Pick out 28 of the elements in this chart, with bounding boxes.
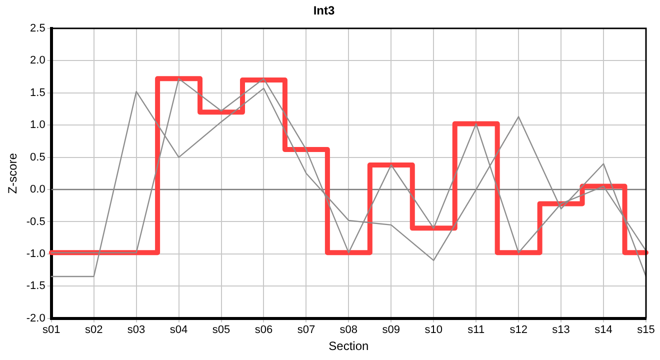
x-tick-label: s11 xyxy=(468,324,485,336)
y-axis-title: Z-score xyxy=(6,152,20,194)
x-tick-label: s09 xyxy=(382,324,400,336)
x-tick-label: s06 xyxy=(254,324,273,336)
y-tick-label: -1.0 xyxy=(26,248,46,260)
chart-title: Int3 xyxy=(313,4,335,18)
x-tick-label: s02 xyxy=(84,324,103,336)
y-tick-label: 2.5 xyxy=(30,22,46,34)
y-tick-label: -1.5 xyxy=(26,280,46,292)
x-tick-label: s14 xyxy=(594,324,612,336)
y-tick-label: -2.0 xyxy=(26,312,46,324)
x-tick-label: s03 xyxy=(127,324,146,336)
y-tick-label: 1.5 xyxy=(30,86,46,99)
x-tick-label: s04 xyxy=(170,324,188,336)
y-tick-label: 0.0 xyxy=(30,184,46,196)
x-tick-label: s13 xyxy=(552,324,570,336)
y-tick-label: -0.5 xyxy=(26,216,46,228)
x-tick-label: s05 xyxy=(212,324,230,336)
y-tick-label: 1.0 xyxy=(30,119,46,132)
x-tick-label: s12 xyxy=(510,324,528,336)
x-tick-label: s10 xyxy=(424,324,442,336)
x-tick-label: s07 xyxy=(297,324,316,336)
y-tick-label: 2.0 xyxy=(30,54,46,67)
x-axis-title: Section xyxy=(328,339,369,354)
x-tick-label: s08 xyxy=(340,324,358,336)
x-tick-label: s15 xyxy=(637,324,655,336)
y-tick-label: 0.5 xyxy=(30,151,46,164)
x-tick-label: s01 xyxy=(42,324,60,336)
